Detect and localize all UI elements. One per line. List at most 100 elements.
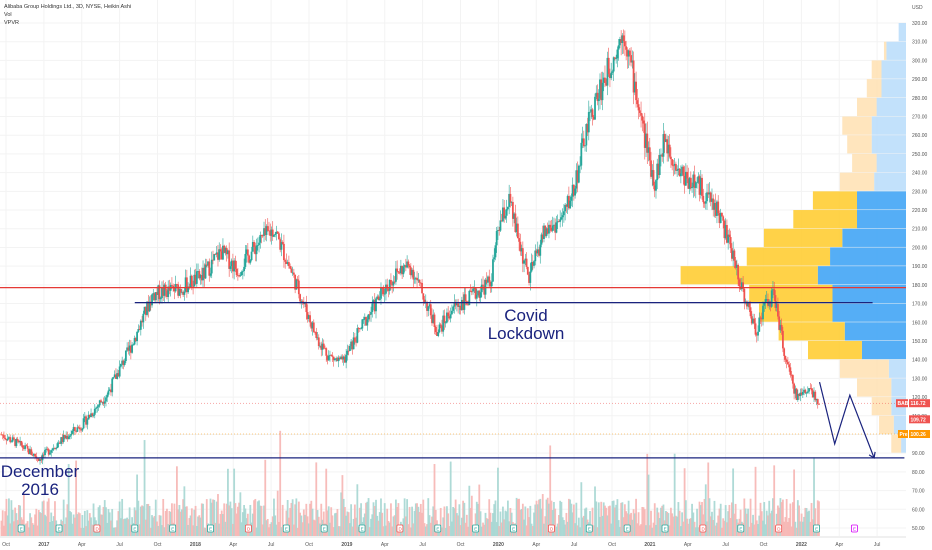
candle-body	[782, 330, 784, 349]
candle-body	[655, 180, 657, 191]
volume-bar	[490, 521, 493, 536]
candle-body	[538, 249, 540, 256]
volume-profile-up	[844, 322, 906, 341]
candle-body	[387, 288, 390, 291]
candle-body	[283, 243, 285, 261]
candle-body	[224, 247, 227, 253]
volume-bar	[335, 512, 338, 536]
candle-body	[25, 445, 28, 447]
volume-bar	[195, 525, 198, 536]
candle-body	[273, 234, 275, 237]
candle-body	[406, 261, 409, 268]
candle-body	[24, 445, 26, 449]
candle-body	[541, 234, 544, 239]
volume-bar	[154, 499, 157, 536]
volume-bar	[721, 527, 723, 536]
volume-bar	[754, 466, 757, 536]
candle-body	[392, 281, 395, 286]
candle-body	[121, 360, 124, 364]
price-badge-countdown-bg	[909, 415, 930, 424]
volume-bar	[551, 510, 554, 536]
candle-body	[728, 234, 731, 238]
volume-bar	[546, 497, 549, 536]
volume-bar	[618, 526, 621, 536]
candle-body	[258, 242, 260, 246]
candle-body	[230, 260, 233, 267]
candle-body	[51, 448, 54, 451]
candle-body	[147, 301, 150, 312]
candle-body	[151, 294, 153, 306]
candle-body	[571, 184, 574, 197]
annotation-covid-lockdown: Covid Lockdown	[480, 307, 572, 343]
candle-body	[311, 322, 314, 329]
time-tick-label: Jul	[419, 542, 425, 548]
candle-body	[331, 355, 334, 357]
candle-body	[383, 293, 386, 295]
volume-bar	[85, 526, 87, 536]
candle-body	[78, 427, 81, 430]
candle-body	[382, 288, 385, 295]
candle-body	[727, 234, 730, 243]
volume-bar	[334, 513, 336, 536]
volume-bar	[264, 459, 267, 536]
candle-body	[648, 147, 651, 161]
volume-bar	[449, 461, 452, 536]
volume-bar	[413, 510, 416, 536]
volume-bar	[559, 500, 562, 536]
volume-bar	[0, 520, 3, 536]
candle-body	[378, 298, 381, 300]
event-marker-letter: E	[588, 527, 591, 532]
candle-body	[505, 209, 508, 216]
volume-bar	[520, 508, 523, 536]
candle-body	[590, 109, 593, 112]
candle-body	[813, 391, 815, 398]
volume-bar	[350, 504, 353, 536]
candle-body	[353, 337, 356, 342]
volume-bar	[326, 510, 329, 536]
candle-body	[280, 242, 283, 250]
price-tick-label: 120.00	[912, 395, 928, 401]
candle-body	[398, 272, 401, 274]
event-marker-E	[472, 524, 480, 533]
volume-bar	[465, 514, 468, 536]
volume-bar	[355, 517, 357, 536]
volume-bar	[136, 474, 138, 536]
volume-bar	[126, 517, 129, 536]
candle-body	[184, 277, 187, 292]
candle-body	[409, 267, 412, 276]
volume-bar	[418, 511, 421, 536]
candle-body	[92, 414, 95, 416]
candle-body	[763, 302, 766, 306]
candle-body	[197, 271, 199, 272]
volume-bar	[666, 511, 669, 536]
volume-profile-down	[793, 210, 857, 229]
candle-body	[487, 276, 489, 283]
candle-body	[148, 301, 151, 312]
volume-bar	[617, 520, 620, 536]
volume-bar	[814, 508, 817, 536]
candle-body	[551, 225, 554, 231]
candle-body	[228, 250, 231, 269]
event-marker-letter: E	[58, 527, 61, 532]
candle-body	[86, 419, 89, 425]
volume-bar	[116, 520, 119, 536]
candle-body	[317, 337, 320, 347]
candle-body	[127, 347, 130, 351]
volume-bar	[589, 511, 591, 536]
volume-bar	[803, 516, 805, 536]
volume-profile-up	[830, 247, 906, 266]
volume-bar	[88, 513, 91, 536]
candle-body	[329, 354, 331, 356]
volume-bar	[360, 503, 362, 536]
candle-body	[88, 414, 91, 417]
volume-profile-down	[879, 415, 894, 434]
volume-bar	[310, 500, 313, 536]
price-tick-label: 60.00	[912, 507, 925, 513]
volume-bar	[809, 521, 812, 536]
candle-body	[350, 341, 353, 346]
candle-body	[358, 328, 361, 330]
candle-body	[177, 284, 180, 296]
volume-bar	[19, 505, 22, 536]
candle-body	[299, 294, 301, 302]
event-marker-E	[358, 524, 366, 533]
